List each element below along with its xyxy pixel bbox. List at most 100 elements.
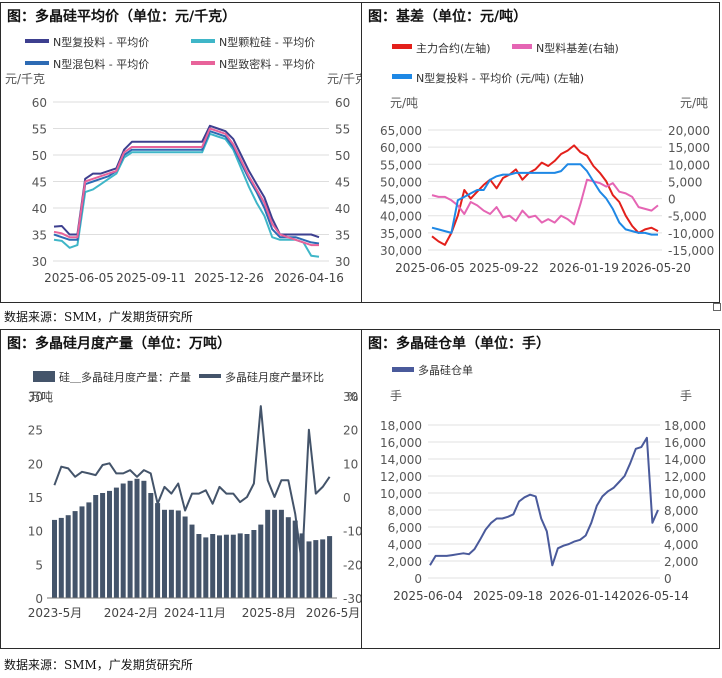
avg-price-legend-swatch-1 xyxy=(191,39,215,43)
monthly-output-bar-28 xyxy=(244,534,250,598)
monthly-output-bar-11 xyxy=(127,480,133,598)
warehouse-receipts-xtick-3: 2026-05-14 xyxy=(619,589,689,603)
monthly-output-bar-40 xyxy=(327,536,333,598)
avg-price-ytick-left-5: 55 xyxy=(32,123,47,137)
monthly-output-bar-4 xyxy=(79,506,85,598)
monthly-output-xtick-0: 2023-5月 xyxy=(28,606,83,620)
monthly-output-ytick-left-0: 0 xyxy=(35,592,43,606)
monthly-output-bar-10 xyxy=(120,483,126,598)
monthly-output-ytick-right-0: -30 xyxy=(343,592,361,606)
warehouse-receipts-ytick-left-0: 0 xyxy=(414,572,422,586)
monthly-output-ytick-left-4: 20 xyxy=(28,457,43,471)
basis-ylabel-right: 元/吨 xyxy=(680,96,708,110)
basis-legend-swatch-0 xyxy=(392,44,412,49)
avg-price-panel: 图：多晶硅平均价（单位：元/千克） N型复投料 - 平均价 N型颗粒硅 - 平均价… xyxy=(0,2,362,303)
monthly-output-bar-38 xyxy=(313,540,319,598)
avg-price-ytick-right-0: 30 xyxy=(335,255,350,269)
warehouse-receipts-ytick-right-6: 12,000 xyxy=(664,470,706,484)
monthly-output-ytick-right-3: 0 xyxy=(343,491,351,505)
avg-price-xtick-1: 2025-09-11 xyxy=(116,271,186,285)
monthly-output-ytick-left-3: 15 xyxy=(28,491,43,505)
monthly-output-bar-2 xyxy=(65,515,71,598)
warehouse-receipts-xtick-0: 2025-06-04 xyxy=(393,589,463,603)
avg-price-legend-swatch-2 xyxy=(25,61,49,65)
avg-price-ytick-right-2: 40 xyxy=(335,202,350,216)
avg-price-ytick-left-3: 45 xyxy=(32,176,47,190)
monthly-output-legend-swatch-0 xyxy=(33,371,55,382)
warehouse-receipts-ytick-left-2: 4,000 xyxy=(388,538,422,552)
basis-series-line-0 xyxy=(431,144,659,246)
warehouse-receipts-ytick-left-9: 18,000 xyxy=(380,419,422,433)
monthly-output-bar-17 xyxy=(168,509,174,598)
avg-price-ylabel-right: 元/千克 xyxy=(327,72,361,86)
monthly-output-bar-19 xyxy=(182,516,188,598)
basis-ytick-right-2: -5,000 xyxy=(668,210,707,224)
basis-ytick-right-0: -15,000 xyxy=(668,244,714,258)
monthly-output-bar-35 xyxy=(292,520,298,598)
avg-price-legend-label-2: N型混包料 - 平均价 xyxy=(53,57,149,71)
avg-price-chart: N型复投料 - 平均价 N型颗粒硅 - 平均价 N型混包料 - 平均价 N型致密料 -… xyxy=(5,35,361,285)
resize-handle xyxy=(713,303,721,311)
basis-ytick-left-6: 60,000 xyxy=(380,141,422,155)
warehouse-receipts-ytick-left-4: 8,000 xyxy=(388,504,422,518)
monthly-output-bar-23 xyxy=(210,534,216,598)
avg-price-ytick-left-4: 50 xyxy=(32,149,47,163)
monthly-output-bar-5 xyxy=(86,502,92,598)
basis-ytick-right-3: 0 xyxy=(668,193,676,207)
avg-price-series-line-0 xyxy=(53,124,320,239)
warehouse-receipts-ytick-right-8: 16,000 xyxy=(664,436,706,450)
basis-legend-swatch-1 xyxy=(512,44,532,49)
avg-price-title: 图：多晶硅平均价（单位：元/千克） xyxy=(7,9,237,25)
monthly-output-ylabel-left: 万吨 xyxy=(29,390,53,404)
avg-price-legend-label-0: N型复投料 - 平均价 xyxy=(53,35,149,49)
monthly-output-bar-15 xyxy=(155,503,161,598)
basis-ytick-right-4: 5,000 xyxy=(668,175,702,189)
monthly-output-bar-9 xyxy=(113,487,119,598)
warehouse-receipts-ytick-left-7: 14,000 xyxy=(380,453,422,467)
basis-series-line-2 xyxy=(431,163,658,236)
monthly-output-xtick-3: 2025-8月 xyxy=(242,606,297,620)
avg-price-series-line-1 xyxy=(53,132,320,258)
basis-ytick-left-1: 35,000 xyxy=(380,227,422,241)
monthly-output-ylabel-right: % xyxy=(347,390,358,404)
avg-price-ytick-right-6: 60 xyxy=(335,96,350,110)
basis-legend-swatch-2 xyxy=(392,74,412,79)
monthly-output-bar-7 xyxy=(100,493,106,598)
warehouse-receipts-xtick-2: 2026-01-14 xyxy=(549,589,619,603)
warehouse-receipts-title: 图：多晶硅仓单（单位：手） xyxy=(368,336,550,352)
basis-legend-label-1: N型料基差(右轴) xyxy=(536,41,619,55)
source-note-bottom: 数据来源：SMM，广发期货研究所 xyxy=(4,658,193,672)
avg-price-ytick-left-6: 60 xyxy=(32,96,47,110)
monthly-output-xtick-2: 2024-11月 xyxy=(164,606,226,620)
avg-price-ytick-right-4: 50 xyxy=(335,149,350,163)
warehouse-receipts-ytick-right-1: 2,000 xyxy=(664,555,698,569)
avg-price-ytick-right-1: 35 xyxy=(335,229,350,243)
warehouse-receipts-ytick-right-2: 4,000 xyxy=(664,538,698,552)
monthly-output-ytick-right-2: -10 xyxy=(343,525,361,539)
monthly-output-ytick-left-2: 10 xyxy=(28,525,43,539)
monthly-output-ytick-right-4: 10 xyxy=(343,457,358,471)
warehouse-receipts-ylabel-left: 手 xyxy=(390,389,402,403)
basis-ytick-left-2: 40,000 xyxy=(380,210,422,224)
monthly-output-ytick-left-5: 25 xyxy=(28,424,43,438)
basis-ytick-right-1: -10,000 xyxy=(668,227,714,241)
monthly-output-panel: 图：多晶硅月度产量（单位：万吨） 硅＿多晶硅月度产量：产量 多晶硅月度产量环比 万吨… xyxy=(0,329,362,649)
basis-legend-label-2: N型复投料 - 平均价 (元/吨) (左轴) xyxy=(416,71,584,85)
monthly-output-bar-39 xyxy=(320,539,326,598)
monthly-output-bar-33 xyxy=(278,509,284,598)
monthly-output-bar-1 xyxy=(58,517,64,598)
warehouse-receipts-series-line-0 xyxy=(429,436,659,567)
warehouse-receipts-ylabel-right: 手 xyxy=(680,389,692,403)
warehouse-receipts-panel: 图：多晶硅仓单（单位：手） 多晶硅仓单手 手 0 0 2,000 2,000 4,000 4,… xyxy=(361,329,720,649)
monthly-output-bar-24 xyxy=(217,535,222,598)
warehouse-receipts-ytick-left-1: 2,000 xyxy=(388,555,422,569)
avg-price-legend-label-3: N型致密料 - 平均价 xyxy=(219,57,315,71)
warehouse-receipts-ytick-right-7: 14,000 xyxy=(664,453,706,467)
monthly-output-bar-16 xyxy=(162,509,167,598)
monthly-output-bar-6 xyxy=(93,495,99,598)
monthly-output-ytick-right-6: 30 xyxy=(343,390,358,404)
warehouse-receipts-ytick-right-0: 0 xyxy=(664,572,672,586)
monthly-output-bar-22 xyxy=(203,537,209,598)
